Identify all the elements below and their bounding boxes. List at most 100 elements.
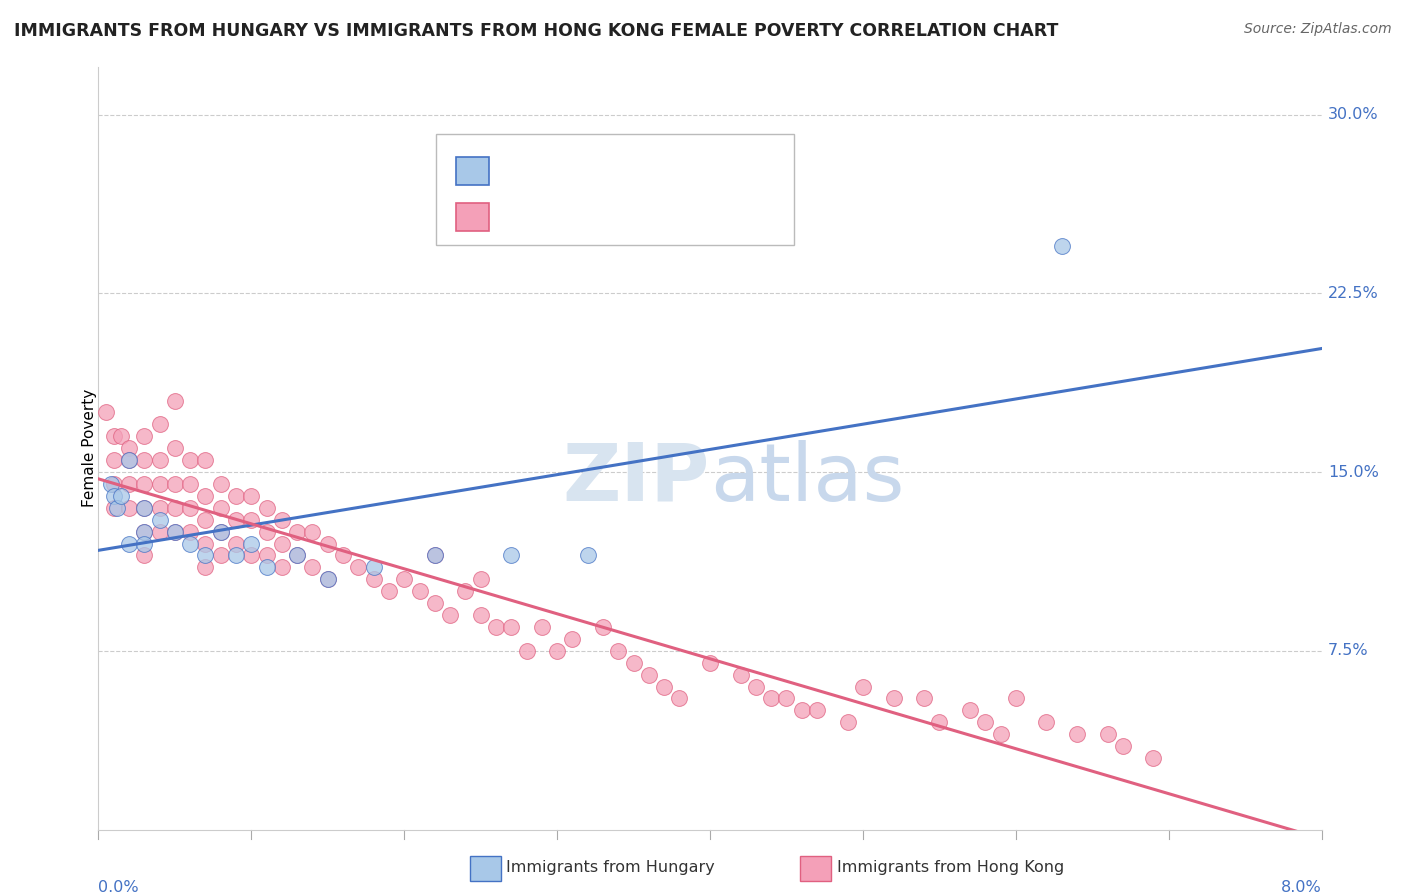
- Point: [110, 429, 132, 443]
- Point: [990, 727, 1012, 741]
- Point: [699, 656, 721, 670]
- Text: 7.5%: 7.5%: [1327, 643, 1368, 658]
- Point: [806, 703, 828, 717]
- Point: [134, 500, 156, 515]
- Point: [209, 500, 232, 515]
- Text: 22.5%: 22.5%: [1327, 285, 1378, 301]
- Text: 0.0%: 0.0%: [98, 880, 139, 892]
- Text: Immigrants from Hungary: Immigrants from Hungary: [506, 860, 714, 874]
- Point: [149, 513, 172, 527]
- Point: [149, 453, 172, 467]
- Point: [270, 560, 294, 574]
- Point: [270, 513, 294, 527]
- Point: [179, 500, 201, 515]
- Point: [912, 691, 935, 706]
- Point: [149, 417, 172, 432]
- Point: [928, 715, 950, 730]
- Point: [209, 524, 232, 539]
- Point: [100, 477, 122, 491]
- Point: [285, 524, 308, 539]
- Point: [179, 524, 201, 539]
- Point: [775, 691, 797, 706]
- Point: [392, 572, 416, 586]
- Point: [378, 584, 401, 599]
- Point: [163, 524, 186, 539]
- Point: [225, 549, 247, 563]
- Point: [240, 549, 263, 563]
- Point: [1066, 727, 1088, 741]
- Point: [316, 572, 339, 586]
- Point: [501, 620, 523, 634]
- Point: [179, 453, 201, 467]
- Point: [103, 477, 125, 491]
- Point: [240, 513, 263, 527]
- Point: [163, 393, 186, 408]
- Point: [1004, 691, 1026, 706]
- Point: [1097, 727, 1119, 741]
- Point: [118, 477, 141, 491]
- Point: [974, 715, 997, 730]
- Point: [134, 453, 156, 467]
- Point: [105, 500, 128, 515]
- Point: [149, 524, 172, 539]
- Point: [118, 500, 141, 515]
- Point: [790, 703, 813, 717]
- Point: [134, 477, 156, 491]
- Text: Immigrants from Hong Kong: Immigrants from Hong Kong: [837, 860, 1064, 874]
- Point: [1035, 715, 1057, 730]
- Point: [118, 453, 141, 467]
- Point: [637, 667, 661, 681]
- Point: [179, 536, 201, 550]
- Text: R =  0.179   N =  24: R = 0.179 N = 24: [499, 160, 704, 178]
- Point: [959, 703, 981, 717]
- Text: IMMIGRANTS FROM HUNGARY VS IMMIGRANTS FROM HONG KONG FEMALE POVERTY CORRELATION : IMMIGRANTS FROM HUNGARY VS IMMIGRANTS FR…: [14, 22, 1059, 40]
- Point: [852, 680, 875, 694]
- Point: [316, 572, 339, 586]
- Point: [652, 680, 675, 694]
- Point: [163, 500, 186, 515]
- Point: [149, 477, 172, 491]
- Point: [454, 584, 477, 599]
- Point: [194, 513, 217, 527]
- Point: [301, 524, 323, 539]
- Point: [423, 549, 446, 563]
- Point: [423, 549, 446, 563]
- Text: atlas: atlas: [710, 440, 904, 517]
- Point: [408, 584, 430, 599]
- Point: [103, 429, 125, 443]
- Point: [194, 453, 217, 467]
- Point: [118, 442, 141, 455]
- Point: [501, 549, 523, 563]
- Point: [623, 656, 645, 670]
- Point: [240, 489, 263, 503]
- Point: [270, 536, 294, 550]
- Point: [240, 536, 263, 550]
- Point: [118, 536, 141, 550]
- Point: [759, 691, 782, 706]
- Point: [363, 560, 385, 574]
- Point: [592, 620, 614, 634]
- Point: [209, 477, 232, 491]
- Point: [347, 560, 370, 574]
- Point: [225, 489, 247, 503]
- Point: [163, 477, 186, 491]
- Point: [225, 513, 247, 527]
- Point: [163, 524, 186, 539]
- Point: [561, 632, 583, 646]
- Point: [837, 715, 859, 730]
- Point: [163, 442, 186, 455]
- Point: [103, 453, 125, 467]
- Point: [194, 489, 217, 503]
- Point: [103, 489, 125, 503]
- Point: [256, 549, 278, 563]
- Point: [470, 608, 492, 623]
- Point: [576, 549, 599, 563]
- Text: 8.0%: 8.0%: [1281, 880, 1322, 892]
- Point: [118, 453, 141, 467]
- Point: [94, 405, 117, 419]
- Point: [285, 549, 308, 563]
- Point: [485, 620, 508, 634]
- Point: [194, 560, 217, 574]
- Point: [363, 572, 385, 586]
- Point: [470, 572, 492, 586]
